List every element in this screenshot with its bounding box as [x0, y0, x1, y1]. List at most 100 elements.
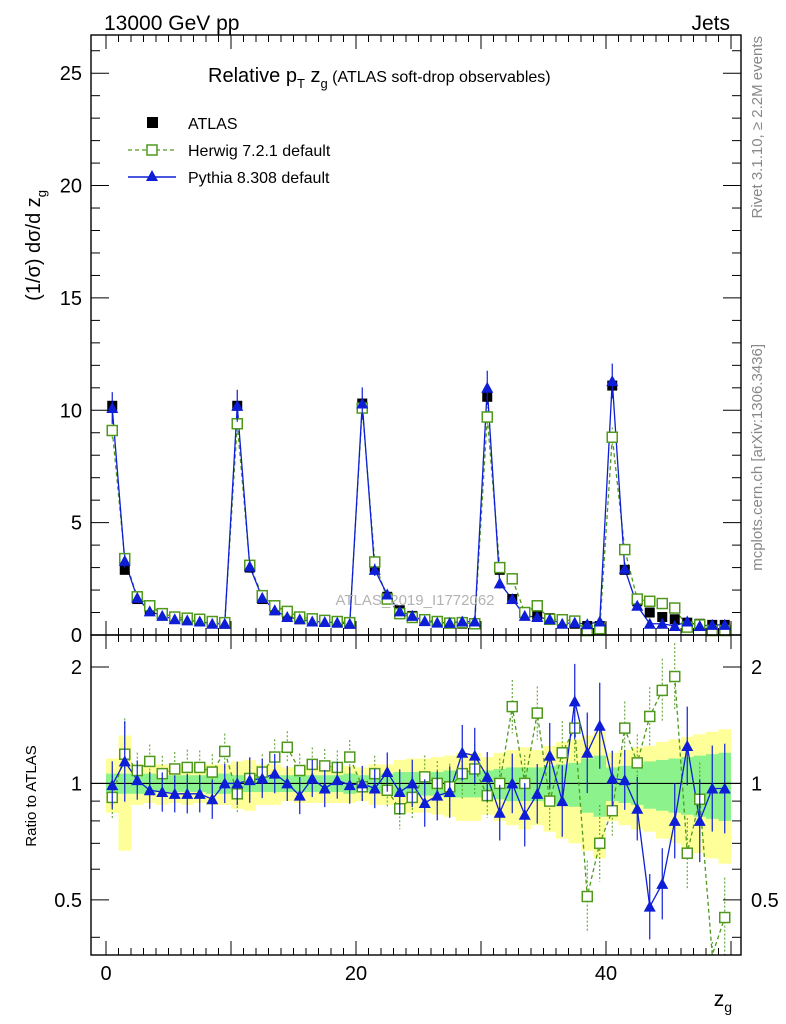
- pythia-point: [118, 554, 131, 566]
- pythia-point: [193, 615, 206, 627]
- top-y-tick-label: 25: [60, 63, 82, 85]
- top-ylabel-main: (1/σ) dσ/d z: [23, 197, 45, 301]
- pythia-point: [256, 591, 269, 603]
- herwig-point: [494, 561, 506, 574]
- ratio-panel-frame: [90, 634, 742, 956]
- pythia-ratio-point: [418, 796, 431, 808]
- pythia-point: [643, 617, 656, 629]
- pythia-ratio-point: [318, 782, 331, 794]
- pythia-point: [393, 605, 406, 617]
- ratio-ylabel: Ratio to ATLAS: [23, 745, 40, 846]
- pythia-point: [331, 616, 344, 628]
- pythia-point: [468, 615, 481, 627]
- pythia-ratio-point: [693, 814, 706, 826]
- header-left: 13000 GeV pp: [104, 12, 239, 35]
- pythia-ratio-point: [193, 787, 206, 799]
- pythia-ratio-point: [218, 777, 231, 789]
- x-tick-label: 20: [345, 963, 367, 985]
- herwig-ratio-point: [531, 707, 543, 719]
- analysis-watermark: ATLAS_2019_I1772062: [335, 592, 494, 609]
- pythia-point: [631, 599, 644, 611]
- pythia-point: [718, 618, 731, 630]
- atlas-point: [657, 612, 668, 623]
- pythia-point: [668, 620, 681, 632]
- herwig-ratio-point: [294, 764, 306, 777]
- legend-herwig-label: Herwig 7.2.1 default: [188, 143, 331, 160]
- herwig-point: [481, 411, 493, 423]
- herwig-point: [669, 602, 681, 614]
- herwig-ratio-point: [606, 804, 618, 817]
- pythia-point: [581, 618, 594, 630]
- herwig-ratio-point: [681, 847, 693, 859]
- legend-herwig-marker: [146, 144, 158, 156]
- pythia-ratio-point: [531, 787, 544, 799]
- pythia-point: [368, 563, 381, 575]
- pythia-ratio-point: [381, 766, 394, 778]
- herwig-ratio-point: [506, 700, 518, 713]
- top-y-tick-label: 0: [71, 625, 82, 647]
- top-y-tick-label: 15: [60, 288, 82, 310]
- plot-title: Relative pT zg (ATLAS soft-drop observab…: [208, 65, 551, 91]
- xlabel: zg: [714, 988, 732, 1015]
- herwig-ratio-point: [319, 760, 331, 772]
- pythia-point: [531, 611, 544, 623]
- legend-entry-pythia: Pythia 8.308 default: [128, 170, 330, 187]
- pythia-ratio-point: [368, 782, 381, 794]
- herwig-ratio-point: [581, 890, 593, 903]
- atlas-point: [644, 607, 655, 618]
- herwig-ratio-point: [219, 745, 231, 758]
- pythia-point: [568, 616, 581, 628]
- pythia-ratio-point: [456, 746, 469, 758]
- pythia-point: [593, 615, 606, 627]
- herwig-ratio-point: [556, 747, 568, 759]
- pythia-point: [506, 593, 519, 605]
- pythia-point: [656, 617, 669, 629]
- herwig-ratio-point: [656, 684, 668, 697]
- herwig-ratio-point: [281, 741, 293, 754]
- pythia-ratio-point: [481, 770, 494, 782]
- pythia-point: [706, 618, 719, 630]
- pythia-ratio-point: [543, 749, 556, 761]
- pythia-ratio-point: [293, 789, 306, 801]
- legend-pythia-marker: [146, 170, 158, 181]
- ratio-y-tick-label-right: 2: [751, 657, 762, 679]
- herwig-point: [619, 543, 631, 556]
- top-ylabel: (1/σ) dσ/d zg: [23, 190, 49, 301]
- ratio-y-tick-label-left: 2: [71, 657, 82, 679]
- pythia-ratio-point: [331, 774, 344, 786]
- pythia-point: [606, 375, 619, 387]
- pythia-point: [343, 617, 356, 629]
- legend: ATLAS Herwig 7.2.1 default Pythia 8.308 …: [128, 116, 331, 187]
- side-label-bottom: mcplots.cern.ch [arXiv:1306.3436]: [749, 344, 766, 571]
- top-ylabel-sub: g: [34, 190, 49, 197]
- pythia-ratio-point: [356, 777, 369, 789]
- pythia-point: [281, 611, 294, 623]
- pythia-ratio-point: [306, 772, 319, 784]
- x-tick-label: 40: [595, 963, 617, 985]
- pythia-point: [356, 397, 369, 409]
- herwig-ratio-point: [644, 710, 656, 723]
- xlabel-sub: g: [724, 999, 732, 1015]
- herwig-ratio-point: [594, 837, 606, 850]
- ratio-y-tick-label-right: 1: [751, 773, 762, 795]
- plot-title-rest: (ATLAS soft-drop observables): [328, 69, 551, 86]
- herwig-ratio-point: [631, 757, 643, 769]
- pythia-point: [218, 617, 231, 629]
- pythia-line: [111, 381, 725, 627]
- pythia-ratio-point: [643, 900, 656, 912]
- pythia-point: [143, 605, 156, 617]
- pythia-ratio-point: [143, 784, 156, 796]
- pythia-ratio-point: [231, 777, 244, 789]
- pythia-ratio-point: [181, 787, 194, 799]
- herwig-ratio-point: [169, 763, 181, 775]
- band-inner: [643, 761, 656, 809]
- pythia-point: [418, 615, 431, 627]
- pythia-point: [181, 614, 194, 626]
- herwig-ratio-point: [544, 795, 556, 807]
- herwig-ratio-point: [194, 761, 206, 774]
- top-panel-series: [106, 363, 731, 637]
- pythia-ratio-point: [118, 755, 131, 767]
- pythia-point: [131, 591, 144, 603]
- herwig-point: [644, 595, 656, 608]
- pythia-ratio-point: [131, 774, 144, 786]
